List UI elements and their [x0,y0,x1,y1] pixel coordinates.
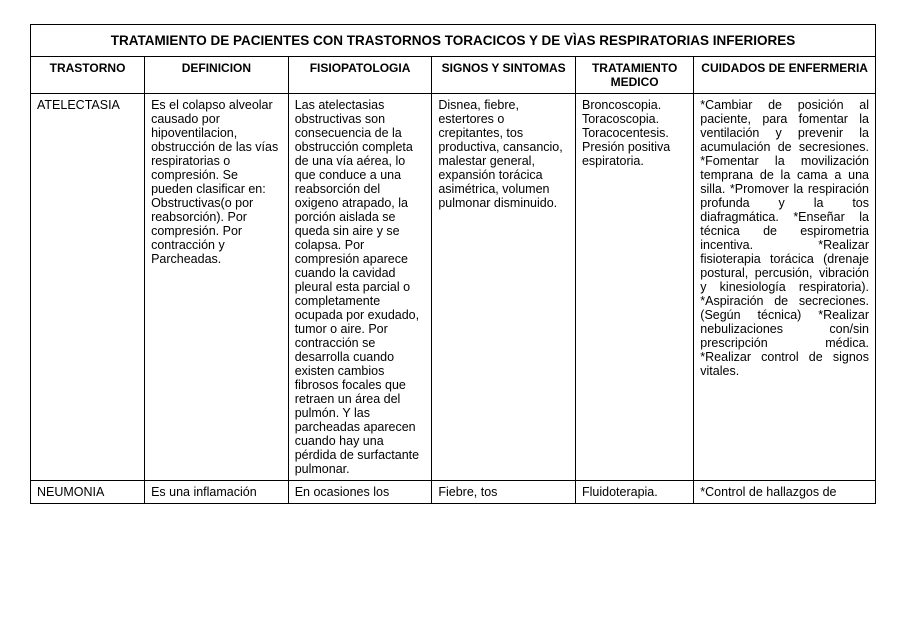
cell-signos: Disnea, fiebre, estertores o crepitantes… [432,94,576,481]
col-header-trastorno: TRASTORNO [31,57,145,94]
col-header-definicion: DEFINICION [145,57,289,94]
table-row: ATELECTASIA Es el colapso alveolar causa… [31,94,876,481]
cell-fisiopatologia: En ocasiones los [288,481,432,504]
cell-trastorno: NEUMONIA [31,481,145,504]
cell-fisiopatologia: Las atelectasias obstructivas son consec… [288,94,432,481]
col-header-signos: SIGNOS Y SINTOMAS [432,57,576,94]
cell-definicion: Es el colapso alveolar causado por hipov… [145,94,289,481]
treatment-table: TRATAMIENTO DE PACIENTES CON TRASTORNOS … [30,24,876,504]
table-row: NEUMONIA Es una inflamación En ocasiones… [31,481,876,504]
cell-definicion: Es una inflamación [145,481,289,504]
cell-cuidados: *Control de hallazgos de [694,481,876,504]
cell-tratamiento: Fluidoterapia. [575,481,693,504]
cell-trastorno: ATELECTASIA [31,94,145,481]
col-header-tratamiento: TRATAMIENTO MEDICO [575,57,693,94]
cell-cuidados: *Cambiar de posición al paciente, para f… [694,94,876,481]
col-header-cuidados: CUIDADOS DE ENFERMERIA [694,57,876,94]
table-title: TRATAMIENTO DE PACIENTES CON TRASTORNOS … [31,25,876,57]
cell-tratamiento: Broncoscopia. Toracoscopia. Toracocentes… [575,94,693,481]
col-header-fisiopatologia: FISIOPATOLOGIA [288,57,432,94]
cell-signos: Fiebre, tos [432,481,576,504]
